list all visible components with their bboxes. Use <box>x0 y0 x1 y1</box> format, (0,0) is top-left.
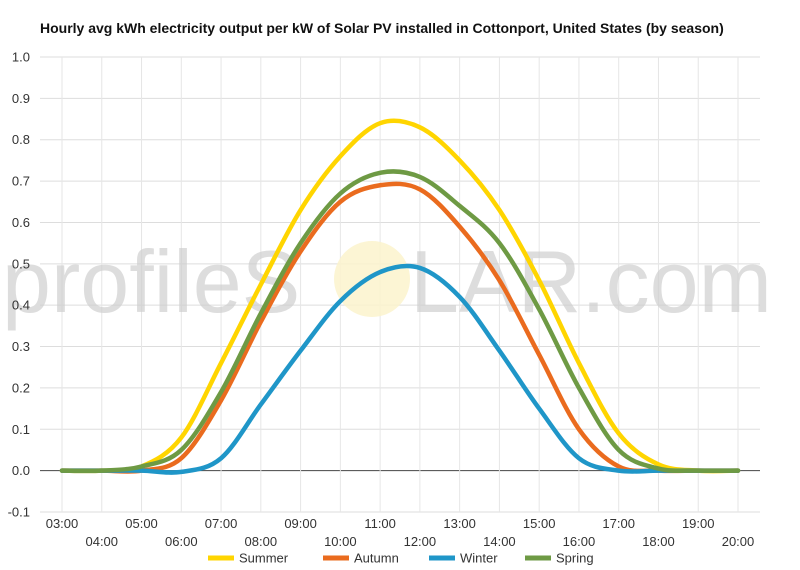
series-winter <box>59 263 741 475</box>
watermark-right-text: LAR.com <box>410 232 772 331</box>
x-tick-label: 11:00 <box>364 516 396 531</box>
x-tick-label: 20:00 <box>722 534 755 549</box>
y-tick-label: 0.9 <box>12 91 30 106</box>
series-line-winter <box>59 263 741 475</box>
x-tick-label: 12:00 <box>404 534 437 549</box>
x-tick-label: 05:00 <box>125 516 158 531</box>
legend-label-autumn: Autumn <box>354 551 399 566</box>
series-summer <box>59 118 741 474</box>
x-tick-label: 04:00 <box>85 534 118 549</box>
x-tick-label: 15:00 <box>523 516 556 531</box>
y-tick-label: 0.2 <box>12 380 30 395</box>
chart-title: Hourly avg kWh electricity output per kW… <box>40 20 724 36</box>
y-tick-label: -0.1 <box>8 505 30 520</box>
series-line-summer <box>59 118 741 474</box>
legend-item-winter: Winter <box>429 551 498 566</box>
series-layer <box>59 118 741 475</box>
series-autumn <box>59 181 741 474</box>
legend: Summer Autumn Winter Spring <box>208 551 594 566</box>
series-line-spring <box>59 169 741 474</box>
watermark-sun-icon <box>334 241 410 317</box>
legend-item-spring: Spring <box>525 551 594 566</box>
x-tick-label: 06:00 <box>165 534 198 549</box>
legend-item-autumn: Autumn <box>323 551 399 566</box>
x-tick-label: 18:00 <box>642 534 675 549</box>
y-tick-label: 0.5 <box>12 256 30 271</box>
x-tick-label: 10:00 <box>324 534 357 549</box>
y-tick-label: 0.7 <box>12 174 30 189</box>
y-tick-label: 0.0 <box>12 463 30 478</box>
legend-label-winter: Winter <box>460 551 498 566</box>
y-tick-label: 0.3 <box>12 339 30 354</box>
legend-label-spring: Spring <box>556 551 594 566</box>
x-tick-label: 14:00 <box>483 534 516 549</box>
watermark: profileS LAR.com <box>2 232 772 331</box>
x-tick-label: 17:00 <box>602 516 635 531</box>
x-tick-label: 16:00 <box>563 534 596 549</box>
x-tick-label: 08:00 <box>245 534 278 549</box>
series-line-autumn <box>59 181 741 474</box>
x-tick-label: 19:00 <box>682 516 715 531</box>
x-tick-label: 09:00 <box>284 516 317 531</box>
axis-layer: -0.1 0.0 0.1 0.2 0.3 0.4 0.5 0.6 0.7 0.8 0.9 1.0 03:… <box>8 50 755 550</box>
watermark-left-text: profileS <box>2 232 300 331</box>
y-tick-label: 1.0 <box>12 50 30 65</box>
legend-label-summer: Summer <box>239 551 289 566</box>
x-tick-label: 07:00 <box>205 516 238 531</box>
y-tick-label: 0.6 <box>12 215 30 230</box>
x-tick-label: 03:00 <box>46 516 79 531</box>
legend-item-summer: Summer <box>208 551 289 566</box>
y-tick-label: 0.1 <box>12 422 30 437</box>
y-tick-label: 0.4 <box>12 298 30 313</box>
series-spring <box>59 169 741 474</box>
y-tick-label: 0.8 <box>12 132 30 147</box>
x-tick-label: 13:00 <box>443 516 476 531</box>
